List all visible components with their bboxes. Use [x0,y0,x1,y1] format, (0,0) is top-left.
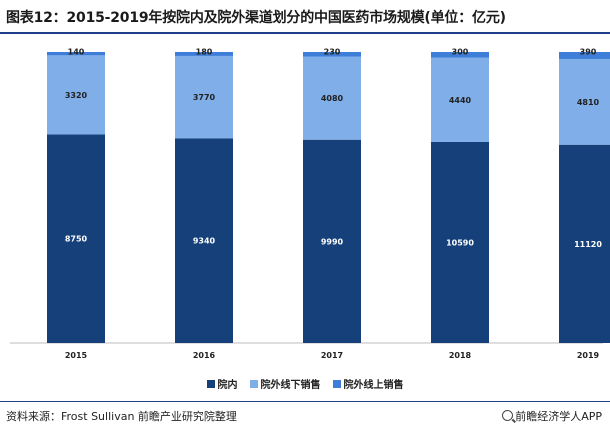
legend-label: 院外线上销售 [343,380,404,391]
bar-segment [303,139,361,343]
data-label: 300 [452,48,469,57]
data-label: 140 [68,48,85,57]
chart-title: 图表12：2015-2019年按院内及院外渠道划分的中国医药市场规模(单位：亿元… [6,10,506,26]
legend-item: 院外线上销售 [332,376,404,391]
bar-segment [47,52,105,56]
x-tick-label: 2016 [193,351,216,360]
legend-item: 院内 [206,376,238,391]
legend-item: 院外线下销售 [249,376,321,391]
footer-divider [0,401,610,402]
bar-segment [559,144,610,343]
data-label: 9990 [321,237,344,246]
bar-segment [559,52,610,59]
bar-segment [303,56,361,140]
data-label: 3770 [193,93,216,102]
data-label: 10590 [446,238,474,247]
bar-segment [47,55,105,135]
data-label: 180 [196,48,213,57]
data-label: 230 [324,48,341,57]
title-divider [0,32,610,34]
brand-label: 前瞻经济学人APP [502,408,602,424]
data-label: 390 [580,48,597,57]
chart-legend: 院内 院外线下销售 院外线上销售 [0,376,610,391]
bar-segment [559,58,610,145]
bar-segment [47,134,105,343]
data-label: 9340 [193,237,216,246]
legend-swatch [249,379,258,388]
bar-segment [431,57,489,142]
data-label: 8750 [65,235,88,244]
legend-swatch [206,379,215,388]
data-label: 4810 [577,98,600,107]
x-tick-label: 2019 [577,351,600,360]
bar-segment [431,52,489,58]
brand-icon [502,410,514,421]
bar-segment [175,52,233,56]
x-tick-label: 2017 [321,351,343,360]
source-note: 资料来源：Frost Sullivan 前瞻产业研究院整理 [6,410,237,423]
data-label: 4440 [449,96,472,105]
brand-text: 前瞻经济学人APP [515,410,602,423]
bar-segment [175,55,233,139]
legend-label: 院外线下销售 [260,380,321,391]
stacked-bar-chart: 8750 3320 140 2015 9340 3770 180 2016 9990 4080 23… [10,48,610,360]
bar-segment [303,52,361,57]
x-tick-label: 2018 [449,351,472,360]
x-tick-label: 2015 [65,351,88,360]
data-label: 3320 [65,91,88,100]
legend-label: 院内 [217,380,238,391]
data-label: 11120 [574,240,602,249]
legend-swatch [332,379,341,388]
bar-segment [431,141,489,343]
bar-segment [175,138,233,343]
data-label: 4080 [321,94,344,103]
